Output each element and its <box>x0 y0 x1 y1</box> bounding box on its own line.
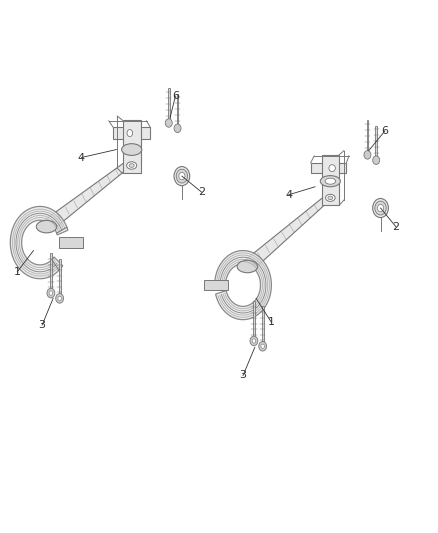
Bar <box>204 280 228 290</box>
Text: 3: 3 <box>39 320 46 330</box>
Circle shape <box>174 124 181 133</box>
Ellipse shape <box>129 164 134 167</box>
Text: 4: 4 <box>78 152 85 163</box>
Circle shape <box>259 342 267 351</box>
Bar <box>50 253 52 293</box>
Bar <box>367 120 368 155</box>
Circle shape <box>176 169 187 183</box>
Circle shape <box>375 201 386 215</box>
Circle shape <box>56 294 64 303</box>
Circle shape <box>58 296 61 301</box>
Ellipse shape <box>328 196 333 200</box>
Polygon shape <box>244 195 330 272</box>
Text: 2: 2 <box>392 222 399 232</box>
Ellipse shape <box>127 130 133 136</box>
Circle shape <box>179 172 185 180</box>
Circle shape <box>364 151 371 159</box>
Bar <box>113 127 150 139</box>
Text: 1: 1 <box>14 267 21 277</box>
Ellipse shape <box>325 178 336 184</box>
Polygon shape <box>11 206 68 279</box>
Polygon shape <box>215 251 272 320</box>
Bar <box>321 155 339 205</box>
Text: 4: 4 <box>285 190 293 200</box>
Text: 6: 6 <box>381 126 389 136</box>
Bar <box>59 259 60 298</box>
Text: 1: 1 <box>268 317 275 327</box>
Ellipse shape <box>320 175 340 187</box>
Circle shape <box>47 288 55 298</box>
Bar <box>123 120 141 173</box>
Ellipse shape <box>122 144 142 156</box>
Bar <box>253 301 255 341</box>
Text: 6: 6 <box>172 91 179 101</box>
Polygon shape <box>43 160 131 232</box>
Circle shape <box>250 336 258 346</box>
Circle shape <box>373 198 389 217</box>
Bar <box>59 237 83 248</box>
Circle shape <box>49 291 53 295</box>
Bar <box>311 163 346 173</box>
Bar <box>168 88 170 123</box>
Circle shape <box>252 339 256 343</box>
Ellipse shape <box>237 260 258 273</box>
Ellipse shape <box>329 165 336 172</box>
Bar <box>375 126 377 160</box>
Circle shape <box>261 344 265 349</box>
Ellipse shape <box>325 195 335 201</box>
Circle shape <box>165 119 172 127</box>
Circle shape <box>378 204 384 212</box>
Bar <box>262 306 264 346</box>
Circle shape <box>373 156 380 165</box>
Text: 2: 2 <box>198 187 205 197</box>
Bar <box>177 94 178 128</box>
Text: 3: 3 <box>240 370 247 381</box>
Ellipse shape <box>36 221 57 233</box>
Circle shape <box>174 166 190 185</box>
Ellipse shape <box>127 162 137 169</box>
